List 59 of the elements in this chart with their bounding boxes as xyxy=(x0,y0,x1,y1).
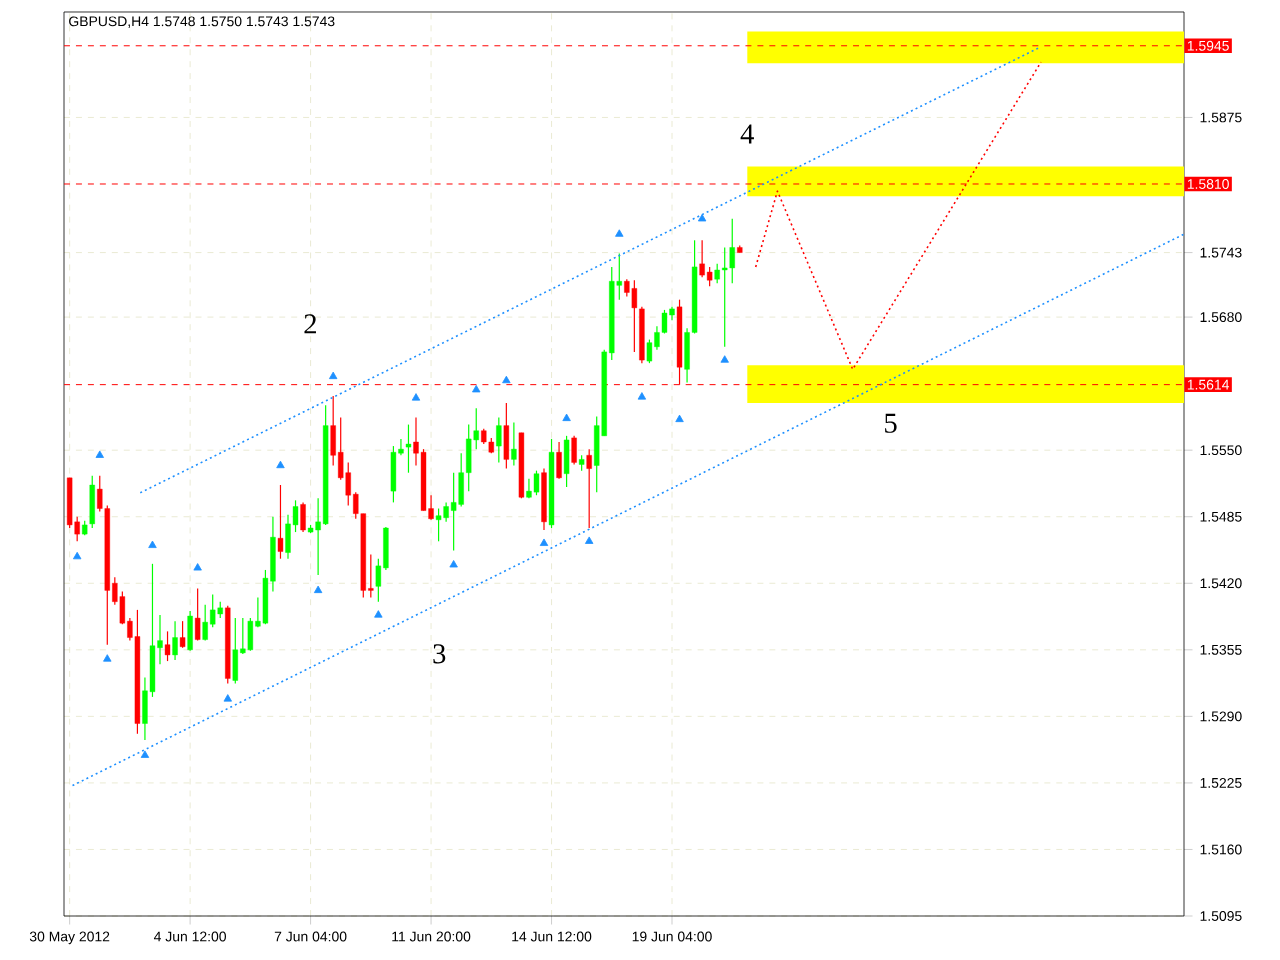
point xyxy=(562,413,571,422)
candlestick xyxy=(277,484,284,560)
point xyxy=(720,355,729,363)
candlestick xyxy=(202,604,208,642)
candlestick xyxy=(187,610,193,652)
candlestick xyxy=(511,421,517,467)
candlestick xyxy=(285,514,291,560)
annotation: 4 xyxy=(740,124,754,144)
point xyxy=(276,460,285,469)
candlestick xyxy=(179,620,186,649)
candlestick xyxy=(164,630,171,662)
candlestick xyxy=(390,445,397,503)
candlestick xyxy=(571,435,577,466)
candlestick xyxy=(232,617,238,685)
candlestick xyxy=(443,501,449,523)
point xyxy=(472,384,481,393)
annotation: 2 xyxy=(304,314,316,334)
candlestick xyxy=(714,263,720,284)
point xyxy=(615,229,624,237)
candlestick xyxy=(194,587,201,642)
candlestick xyxy=(631,279,638,353)
annotation: 5 xyxy=(885,413,897,433)
candlestick xyxy=(496,416,502,464)
candlestick xyxy=(556,441,562,480)
point xyxy=(95,450,104,458)
candlestick xyxy=(89,475,95,529)
candlestick xyxy=(699,239,705,278)
candlestick xyxy=(435,507,442,542)
point xyxy=(313,585,323,594)
candlestick xyxy=(247,617,254,652)
point xyxy=(637,392,647,400)
candlestick xyxy=(533,470,540,496)
point xyxy=(411,393,421,401)
candlestick xyxy=(586,448,592,529)
point xyxy=(72,551,82,560)
point xyxy=(539,538,549,546)
point xyxy=(103,654,112,662)
point xyxy=(140,750,150,758)
point xyxy=(697,214,707,222)
annotation: 3 xyxy=(433,644,446,664)
candlestick xyxy=(503,402,510,470)
candlestick xyxy=(729,218,735,284)
point xyxy=(449,560,458,568)
point xyxy=(374,610,383,618)
candlestick xyxy=(563,435,570,488)
point xyxy=(223,694,232,702)
candlestick xyxy=(300,501,306,533)
point xyxy=(148,540,157,548)
point xyxy=(502,375,511,384)
candlestick xyxy=(66,477,73,529)
candlestick xyxy=(706,266,713,287)
candlestick xyxy=(450,472,457,552)
point xyxy=(675,414,684,423)
candlestick xyxy=(172,620,178,661)
point xyxy=(328,371,338,380)
candlestick xyxy=(405,423,412,474)
point xyxy=(584,536,594,544)
point xyxy=(193,563,202,571)
candlestick xyxy=(722,246,728,348)
